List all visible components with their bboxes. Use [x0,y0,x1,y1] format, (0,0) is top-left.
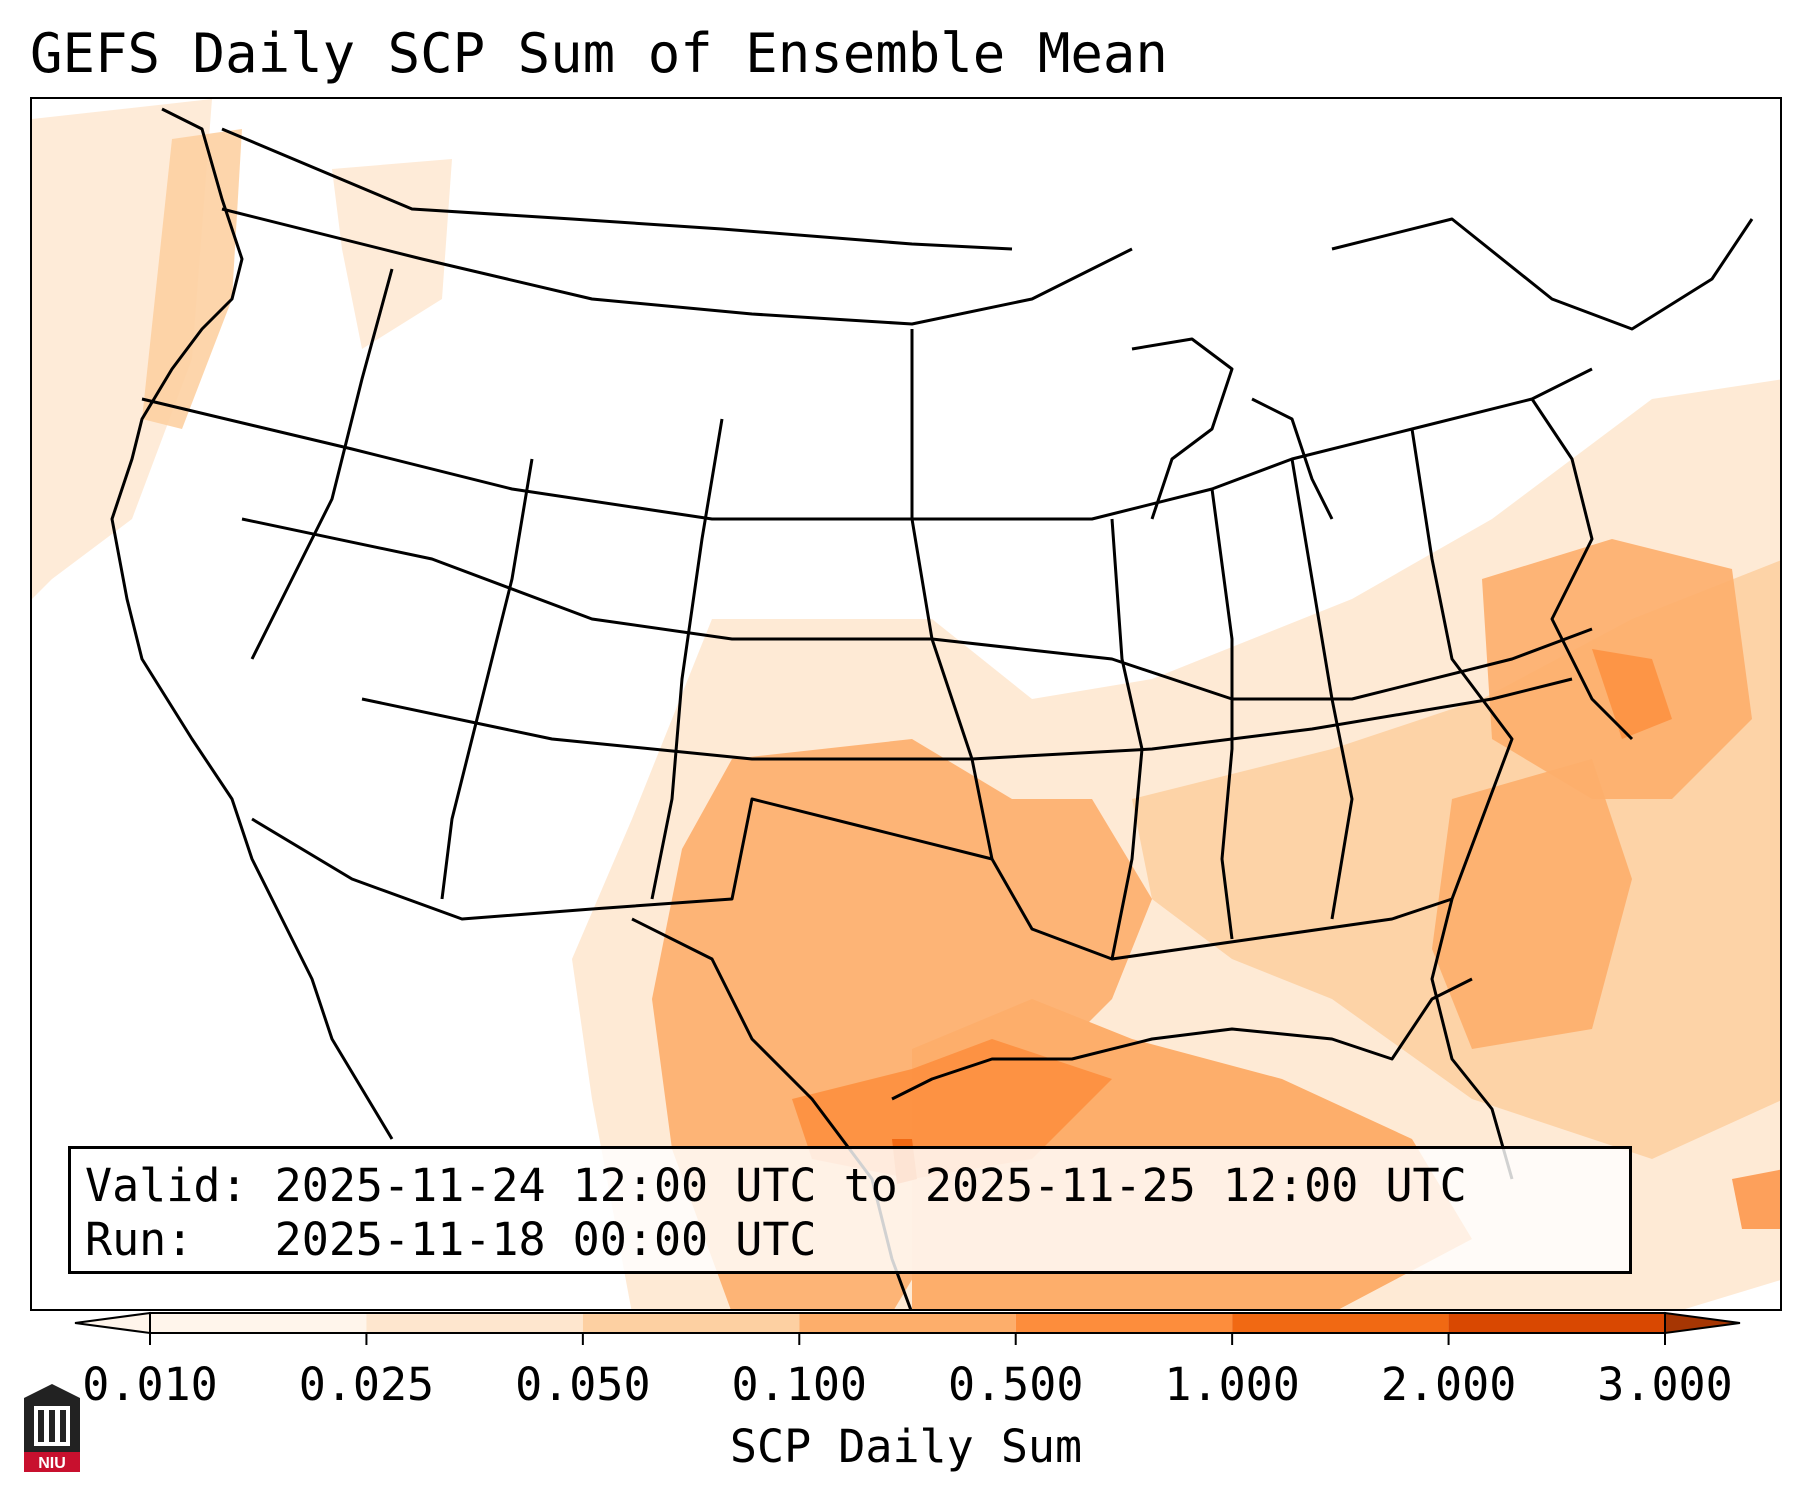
colorbar-segment-6 [1448,1313,1665,1333]
valid-run-info-box: Valid: 2025-11-24 12:00 UTC to 2025-11-2… [68,1146,1632,1274]
tick-label-4: 0.500 [947,1358,1084,1411]
state-boundaries [110,107,1754,1309]
valid-label: Valid: [85,1159,248,1212]
colorbar-label: SCP Daily Sum [729,1420,1083,1473]
colorbar-segment-2 [582,1313,800,1333]
colorbar-segment-1 [366,1313,583,1333]
colorbar-segment-4 [1015,1313,1233,1333]
logo-text: NIU [38,1455,66,1472]
colorbar-segment-0 [150,1313,367,1333]
niu-logo-icon: NIU [24,1384,80,1472]
colorbar-ticks [149,1333,1666,1345]
colorbar-segment-5 [1232,1313,1449,1333]
colorbar [74,1311,1741,1345]
tick-label-3: 0.100 [731,1358,868,1411]
tick-label-1: 0.025 [298,1358,435,1411]
run-label: Run: [85,1213,194,1266]
tick-label-5: 1.000 [1164,1358,1300,1411]
map-panel [30,97,1782,1311]
us-state-map-icon [32,99,1780,1309]
colorbar-extend-low [74,1311,151,1335]
tick-label-6: 2.000 [1380,1358,1517,1411]
valid-time-range: 2025-11-24 12:00 UTC to 2025-11-25 12:00… [274,1159,1467,1212]
run-time: 2025-11-18 00:00 UTC [274,1213,817,1266]
tick-label-0: 0.010 [82,1358,218,1411]
colorbar-extend-high [1664,1311,1741,1335]
tick-label-2: 0.050 [515,1358,651,1411]
colorbar-outline [149,1312,1666,1334]
colorbar-segments [74,1311,1741,1335]
tick-label-7: 3.000 [1597,1358,1733,1411]
colorbar-segment-3 [799,1313,1016,1333]
scp-field [32,99,1780,1309]
map-title: GEFS Daily SCP Sum of Ensemble Mean [30,22,1168,85]
